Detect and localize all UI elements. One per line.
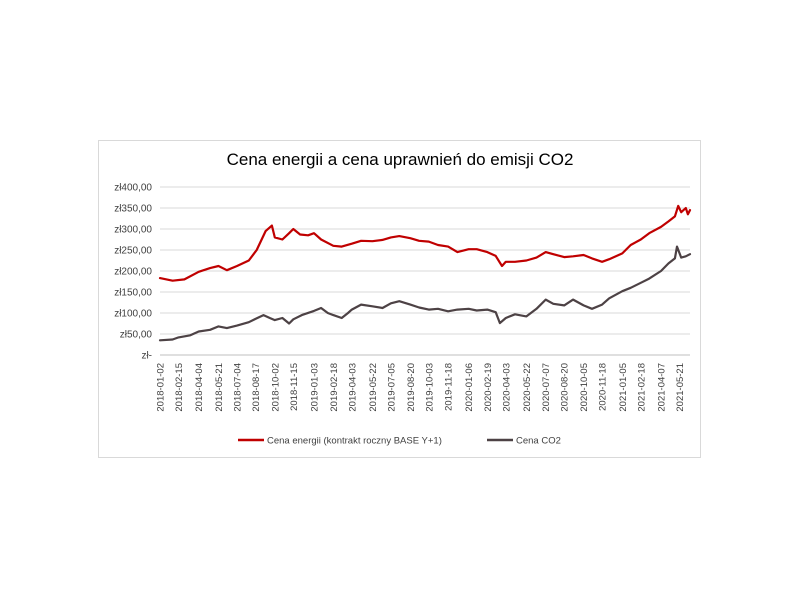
y-tick-label: zł400,00 bbox=[114, 183, 152, 194]
x-tick-label: 2021-01-05 bbox=[618, 363, 629, 412]
x-tick-label: 2019-07-05 bbox=[386, 363, 397, 412]
x-tick-label: 2020-11-18 bbox=[598, 363, 609, 411]
x-tick-label: 2018-08-17 bbox=[251, 363, 262, 412]
x-tick-label: 2019-04-03 bbox=[347, 363, 358, 412]
y-tick-label: zł250,00 bbox=[114, 246, 152, 257]
x-tick-label: 2019-02-18 bbox=[329, 363, 340, 412]
legend-label-1: Cena energii (kontrakt roczny BASE Y+1) bbox=[267, 436, 442, 447]
legend-label-2: Cena CO2 bbox=[516, 436, 561, 447]
series-line-2 bbox=[158, 245, 692, 342]
x-tick-label: 2020-01-06 bbox=[464, 363, 475, 412]
x-tick-label: 2020-04-03 bbox=[501, 363, 512, 412]
y-tick-label: zł350,00 bbox=[114, 204, 152, 215]
y-tick-label: zł50,00 bbox=[120, 330, 153, 341]
x-tick-label: 2018-02-15 bbox=[174, 363, 185, 412]
x-tick-label: 2018-01-02 bbox=[156, 363, 167, 412]
x-tick-label: 2020-08-20 bbox=[560, 363, 571, 412]
x-tick-label: 2019-11-18 bbox=[444, 363, 455, 411]
x-tick-label: 2018-07-04 bbox=[233, 363, 244, 412]
x-tick-label: 2021-05-21 bbox=[675, 363, 686, 412]
x-tick-label: 2021-04-07 bbox=[657, 363, 668, 412]
y-tick-label: zł100,00 bbox=[114, 309, 152, 320]
chart-frame bbox=[98, 140, 701, 458]
x-tick-label: 2018-11-15 bbox=[289, 363, 300, 411]
x-tick-label: 2020-07-07 bbox=[541, 363, 552, 412]
x-tick-label: 2020-02-19 bbox=[483, 363, 494, 412]
series-line-1 bbox=[158, 204, 692, 282]
x-tick-label: 2018-04-04 bbox=[194, 363, 205, 412]
y-tick-label: zł- bbox=[141, 351, 152, 362]
x-tick-label: 2021-02-18 bbox=[636, 363, 647, 412]
x-tick-label: 2018-05-21 bbox=[214, 363, 225, 412]
x-tick-label: 2019-10-03 bbox=[424, 363, 435, 412]
x-tick-label: 2019-01-03 bbox=[310, 363, 321, 412]
x-tick-label: 2018-10-02 bbox=[270, 363, 281, 412]
y-tick-label: zł200,00 bbox=[114, 267, 152, 278]
y-tick-label: zł300,00 bbox=[114, 225, 152, 236]
x-tick-label: 2019-05-22 bbox=[368, 363, 379, 412]
chart-title: Cena energii a cena uprawnień do emisji … bbox=[226, 150, 574, 169]
x-tick-label: 2020-10-05 bbox=[579, 363, 590, 412]
x-tick-label: 2019-08-20 bbox=[406, 363, 417, 412]
x-tick-label: 2020-05-22 bbox=[522, 363, 533, 412]
y-tick-label: zł150,00 bbox=[114, 288, 152, 299]
